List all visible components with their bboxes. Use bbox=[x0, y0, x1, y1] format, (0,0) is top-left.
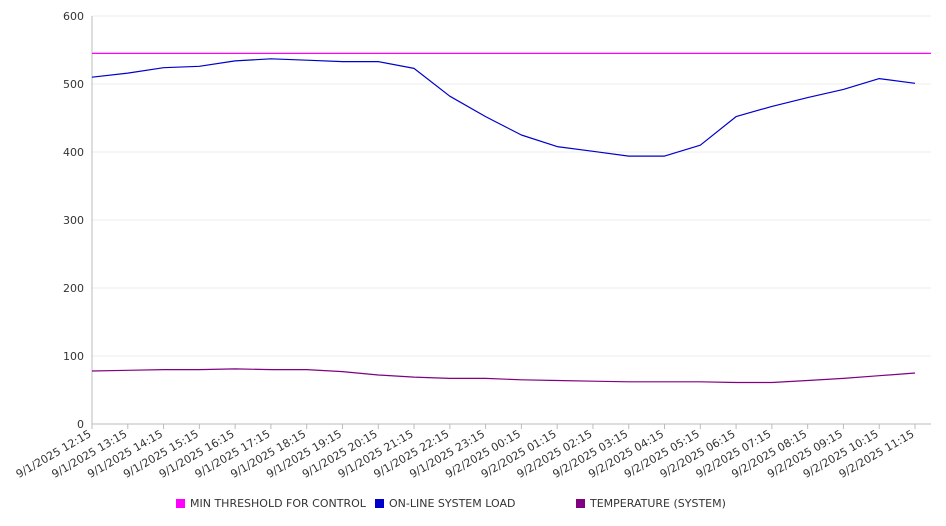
legend-swatch-min-threshold bbox=[176, 499, 185, 508]
series-line-2 bbox=[91, 368, 916, 384]
y-tick-label-400: 400 bbox=[63, 146, 84, 159]
y-tick-label-200: 200 bbox=[63, 282, 84, 295]
y-tick-label-600: 600 bbox=[63, 10, 84, 23]
legend-item-temperature-system: TEMPERATURE (SYSTEM) bbox=[576, 497, 726, 510]
legend: MIN THRESHOLD FOR CONTROL ON-LINE SYSTEM… bbox=[0, 497, 946, 515]
legend-swatch-online-system-load bbox=[375, 499, 384, 508]
series-line-1 bbox=[91, 58, 916, 157]
y-tick-label-0: 0 bbox=[77, 418, 84, 431]
legend-label-min-threshold: MIN THRESHOLD FOR CONTROL bbox=[190, 497, 366, 510]
legend-item-online-system-load: ON-LINE SYSTEM LOAD bbox=[375, 497, 515, 510]
y-tick-label-100: 100 bbox=[63, 350, 84, 363]
legend-label-online-system-load: ON-LINE SYSTEM LOAD bbox=[389, 497, 516, 510]
y-tick-label-300: 300 bbox=[63, 214, 84, 227]
legend-label-temperature-system: TEMPERATURE (SYSTEM) bbox=[590, 497, 726, 510]
legend-swatch-temperature-system bbox=[576, 499, 585, 508]
y-tick-label-500: 500 bbox=[63, 78, 84, 91]
legend-item-min-threshold: MIN THRESHOLD FOR CONTROL bbox=[176, 497, 366, 510]
